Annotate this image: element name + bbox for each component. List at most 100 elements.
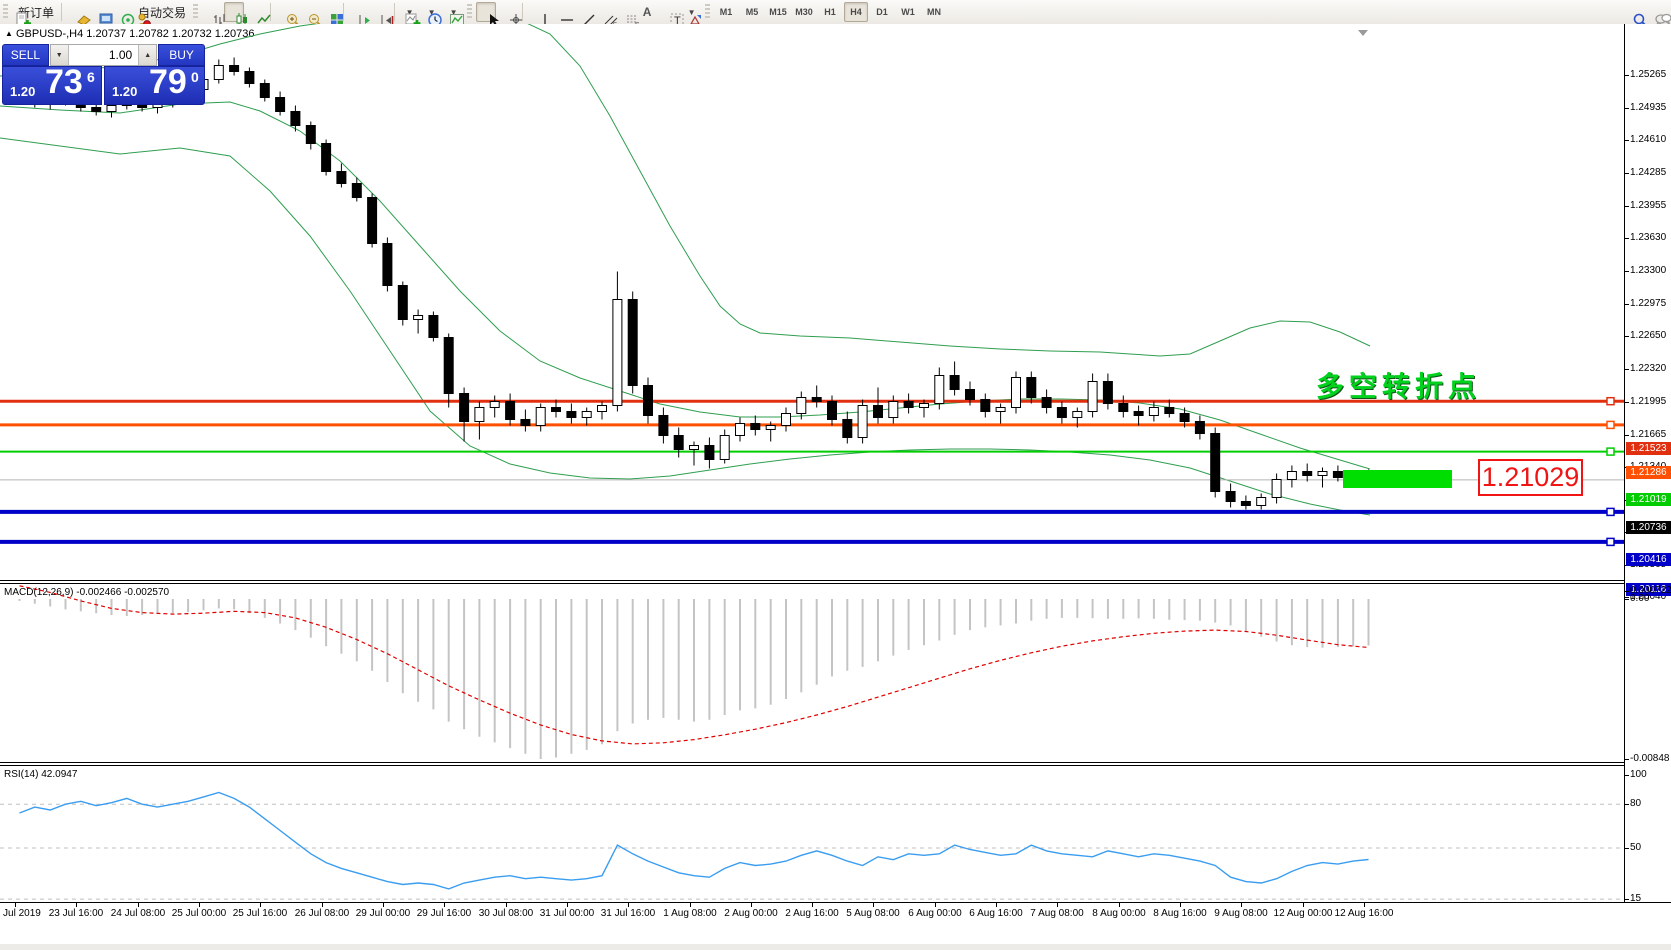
time-axis[interactable]: 23 Jul 2019 23 Jul 16:00 24 Jul 08:00 25 Ju… [0,902,1671,927]
time-axis-tick-mark [751,903,752,907]
pane-separator[interactable] [0,765,1625,766]
collapse-triangle-icon[interactable]: ▲ [5,29,13,38]
price-axis-tick-mark [1625,206,1629,207]
line-chart-mode-button[interactable] [246,2,271,24]
sell-price-panel[interactable]: 1.20 73 6 [2,63,102,105]
time-axis-label: 6 Aug 16:00 [969,908,1023,919]
toolbar-grip[interactable] [705,4,711,20]
pane-separator[interactable] [0,580,1625,581]
dropdown-arrow-icon: ▼ [449,7,458,17]
trendline-tool-button[interactable] [571,2,595,26]
sell-button[interactable]: SELL [2,44,49,66]
candle-body [842,419,853,438]
toolbar-grip[interactable] [467,4,473,20]
chart-window[interactable]: ▲ GBPUSD-,H4 1.20737 1.20782 1.20732 1.2… [0,24,1671,950]
main-price-pane[interactable] [0,24,1624,580]
auto-scroll-button[interactable] [348,2,373,26]
price-axis-tick-label: 1.20040 [1630,591,1667,602]
rsi-axis-tick-mark [1625,775,1629,776]
candlestick-mode-button[interactable] [224,2,248,27]
line-anchor-handle[interactable] [1606,447,1615,456]
line-anchor-handle[interactable] [1606,507,1615,517]
auto-trading-label: 自动交易 [138,5,187,20]
volume-input[interactable]: 1.00 [108,48,133,62]
line-anchor-handle[interactable] [1606,420,1615,430]
price-axis-tick-mark [1625,369,1629,370]
tf-mn-button[interactable]: MN [927,7,942,17]
periods-button[interactable]: ▼ [421,2,442,27]
volume-up-button[interactable]: ▲ [138,45,157,65]
price-axis-tick-label: 1.24935 [1630,102,1667,113]
buy-button[interactable]: BUY [158,44,205,66]
search-button[interactable] [1622,2,1647,27]
candle-body [1148,407,1159,416]
market-watch-button[interactable] [66,2,91,26]
zoom-in-button[interactable] [275,2,300,27]
time-axis-label: 31 Jul 00:00 [539,908,595,919]
price-axis-tick-label: 1.24610 [1630,134,1667,145]
macd-label: MACD(12,26,9) -0.002466 -0.002570 [4,587,170,598]
candle-body [1332,471,1343,478]
candle-body [290,111,301,126]
time-axis-label: 12 Aug 00:00 [1273,908,1333,919]
tf-m5-button[interactable]: M5 [745,7,759,17]
price-axis-tick-label: 1.25265 [1630,69,1667,80]
candle-body [1118,403,1129,412]
tf-d1-button[interactable]: D1 [876,7,888,17]
tf-m1-button[interactable]: M1 [719,7,733,17]
price-axis-tick-label: 1.21665 [1630,429,1667,440]
time-axis-label: 8 Aug 16:00 [1153,908,1207,919]
time-axis-tick-mark [444,903,445,907]
label-tool-button[interactable]: T [659,2,684,27]
price-axis-tick-label: 1.24285 [1630,167,1667,178]
text-tool-button[interactable]: A [637,2,657,22]
bar-chart-mode-button[interactable] [202,2,225,25]
pane-separator[interactable] [0,583,1625,584]
cursor-tool-button[interactable] [476,2,500,26]
highlight-green-bar[interactable] [1343,470,1452,488]
toolbar-grip[interactable] [3,4,8,20]
rsi-pane[interactable] [0,766,1624,926]
indicators-button[interactable]: ▼ [399,2,421,27]
pane-separator[interactable] [0,762,1625,763]
rsi-axis-tick-mark [1625,804,1629,805]
top-toolbar: 新订单 自动交易 ▼ ▼ ▼ E F A T ▼ M1 M5 M15 M30 H… [0,0,1671,28]
price-axis-badge: 1.21019 [1626,493,1671,506]
vertical-line-tool-button[interactable] [527,2,547,26]
candle-body [535,407,546,426]
tf-h4-button[interactable]: H4 [844,2,869,22]
candle-body [1225,491,1236,502]
time-axis-tick-mark [996,903,997,907]
auto-trading-button[interactable]: 自动交易 [132,2,189,28]
price-axis-tick-mark [1625,271,1629,272]
volume-down-button[interactable]: ▼ [50,45,69,65]
tf-m15-button[interactable]: M15 [769,7,787,17]
line-anchor-handle[interactable] [1606,396,1615,406]
time-axis-tick-mark [199,903,200,907]
time-axis-label: 24 Jul 08:00 [110,908,166,919]
price-callout-box[interactable]: 1.21029 [1478,459,1583,496]
dropdown-arrow-icon: ▼ [427,7,436,17]
buy-price-panel[interactable]: 1.20 79 0 [104,63,205,105]
price-axis[interactable]: 1.25265 1.24935 1.24610 1.24285 1.23955 1.236… [1625,24,1671,926]
tf-m30-button[interactable]: M30 [795,7,813,17]
time-axis-label: 8 Aug 00:00 [1092,908,1146,919]
price-axis-badge: 1.21286 [1626,466,1671,479]
tf-w1-button[interactable]: W1 [901,7,915,17]
candle-body [980,399,991,412]
candle-body [658,415,669,436]
toolbar-grip[interactable] [193,4,199,20]
line-anchor-handle[interactable] [1606,537,1615,547]
chart-shift-marker[interactable] [1358,30,1368,36]
templates-button[interactable]: ▼ [443,2,464,26]
tf-h1-button[interactable]: H1 [824,7,836,17]
macd-pane[interactable] [0,585,1624,762]
rsi-axis-tick-label: 15 [1630,893,1642,904]
new-order-button[interactable]: 新订单 [12,2,57,27]
horizontal-line-tool-button[interactable] [549,2,574,22]
turning-point-annotation[interactable]: 多空转折点 [1316,371,1482,402]
tile-windows-button[interactable] [319,2,344,26]
rsi-axis-tick-mark [1625,899,1629,900]
buy-price-big: 79 [149,63,187,101]
time-axis-tick-mark [567,903,568,907]
